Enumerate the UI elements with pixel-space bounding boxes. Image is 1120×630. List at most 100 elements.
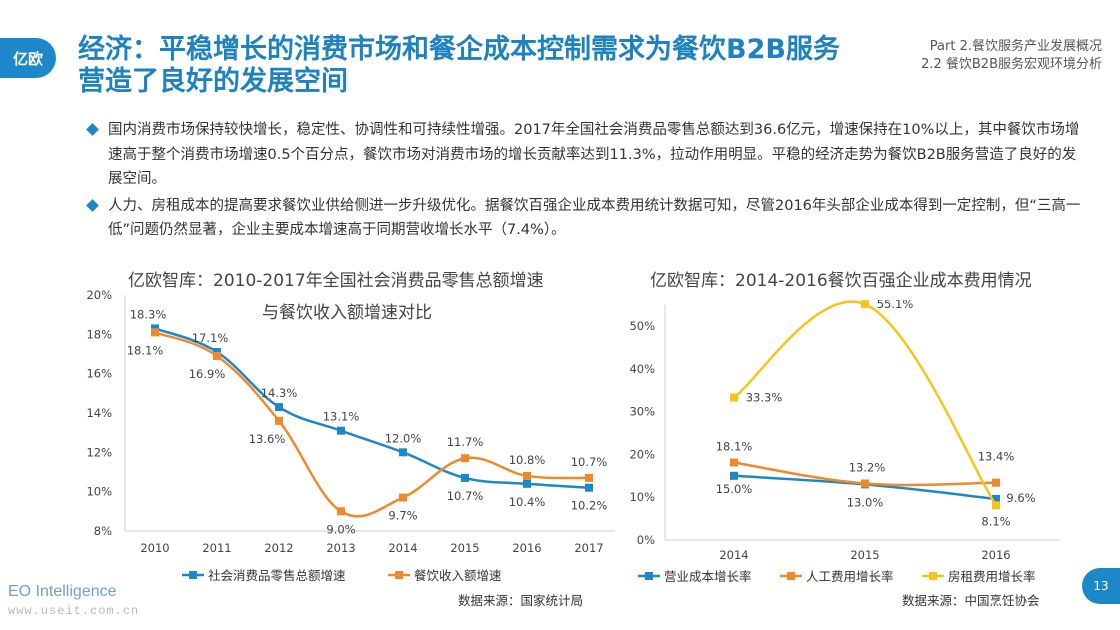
chart1-x-tick-label: 2013	[326, 541, 355, 555]
chart2-x-tick-label: 2016	[981, 548, 1010, 562]
chart1-y-tick-label: 8%	[94, 524, 112, 538]
chart2-legend-label: 房租费用增长率	[948, 569, 1036, 584]
chart2-data-point	[730, 458, 738, 467]
footer-brand: EO Intelligence	[8, 583, 117, 600]
chart1-y-tick-label: 16%	[86, 367, 112, 381]
chart2-data-point	[992, 501, 1000, 510]
chart2-legend-label: 人工费用增长率	[806, 569, 894, 584]
chart1-data-label: 13.6%	[249, 432, 286, 446]
chart1-legend-label: 餐饮收入额增速	[414, 568, 502, 583]
chart2-y-tick-label: 30%	[629, 405, 655, 419]
chart1-data-label: 12.0%	[385, 431, 422, 445]
chart1-data-point	[399, 493, 407, 502]
chart1-data-point	[337, 507, 345, 516]
chart1-data-point	[275, 403, 283, 412]
bullet-item: 人力、房租成本的提高要求餐饮业供给侧进一步升级优化。据餐饮百强企业成本费用统计数…	[86, 194, 1088, 243]
chart1-x-tick-label: 2011	[202, 541, 231, 555]
chart1-legend-label: 社会消费品零售总额增速	[208, 568, 346, 583]
diamond-bullet-icon	[86, 123, 99, 136]
chart1-data-label: 13.1%	[323, 410, 360, 424]
chart1-x-tick-label: 2014	[388, 541, 417, 555]
chart2-y-tick-label: 10%	[629, 490, 655, 504]
chart2-data-point	[861, 300, 869, 309]
chart2-data-label: 55.1%	[877, 300, 914, 311]
chart2-data-point	[730, 471, 738, 480]
page-number: 13	[1082, 568, 1120, 604]
chart2-data-point	[992, 478, 1000, 487]
chart2-x-tick-label: 2015	[850, 548, 879, 562]
chart2-y-tick-label: 50%	[629, 319, 655, 333]
chart2-svg: 0% 10% 20% 30% 40% 50% 2014 2015 2016 15.0% 13.0% 9…	[629, 300, 1060, 584]
chart1-y-tick-label: 14%	[86, 406, 112, 420]
bullet-list: 国内消费市场保持较快增长，稳定性、协调性和可持续性增强。2017年全国社会消费品…	[86, 118, 1088, 245]
chart2-data-label: 18.1%	[716, 440, 753, 454]
chart1-data-label: 18.3%	[130, 307, 167, 321]
chart1-y-tick-label: 20%	[86, 288, 112, 302]
chart2-data-label: 33.3%	[746, 390, 783, 404]
chart2-title: 亿欧智库：2014-2016餐饮百强企业成本费用情况	[650, 271, 1032, 291]
chart1-data-point	[275, 416, 283, 425]
chart2-data-point	[861, 479, 869, 488]
bullet-text: 人力、房租成本的提高要求餐饮业供给侧进一步升级优化。据餐饮百强企业成本费用统计数…	[108, 197, 1081, 239]
chart1-data-label: 9.0%	[326, 522, 355, 536]
chart1-data-label: 10.7%	[447, 489, 484, 503]
chart2-data-point	[730, 393, 738, 402]
chart2-data-label: 13.4%	[978, 450, 1015, 464]
chart1-x-tick-label: 2012	[264, 541, 293, 555]
chart1-data-label: 14.3%	[261, 386, 298, 400]
bullet-item: 国内消费市场保持较快增长，稳定性、协调性和可持续性增强。2017年全国社会消费品…	[86, 118, 1088, 192]
chart2-data-label: 13.0%	[847, 495, 884, 509]
chart2-x-tick-label: 2014	[719, 548, 748, 562]
chart1-data-label: 11.7%	[447, 435, 484, 449]
chart1-source: 数据来源：国家统计局	[458, 593, 584, 608]
chart1-x-tick-label: 2010	[140, 541, 169, 555]
chart1-x-tick-label: 2016	[512, 541, 541, 555]
chart1-title-line1: 亿欧智库：2010-2017年全国社会消费品零售总额增速	[128, 271, 544, 291]
chart2-data-label: 15.0%	[716, 482, 753, 496]
chart1-legend-marker	[189, 571, 197, 579]
chart1-x-tick-label: 2015	[450, 541, 479, 555]
chart1-y-tick-label: 18%	[86, 327, 112, 341]
bullet-text: 国内消费市场保持较快增长，稳定性、协调性和可持续性增强。2017年全国社会消费品…	[108, 122, 1080, 187]
chart1-legend-marker	[395, 571, 403, 579]
chart2-legend-label: 营业成本增长率	[664, 569, 752, 584]
logo-text: 亿欧	[12, 49, 43, 68]
chart1-data-point	[585, 473, 593, 482]
chart1-data-point	[151, 328, 159, 337]
chart1-y-tick-label: 12%	[86, 445, 112, 459]
logo: 亿欧	[0, 38, 56, 78]
chart2-y-tick-label: 20%	[629, 447, 655, 461]
chart1-data-point	[461, 454, 469, 463]
chart1-data-label: 18.1%	[127, 343, 164, 357]
subsection-label: 2.2 餐饮B2B服务宏观环境分析	[921, 57, 1102, 72]
chart1-data-point	[213, 351, 221, 360]
chart1-x-tick-label: 2017	[574, 541, 603, 555]
chart1-data-label: 10.2%	[571, 499, 608, 513]
chart2-data-label: 9.6%	[1006, 491, 1035, 505]
chart2-data-label: 13.2%	[849, 461, 886, 475]
part-label: Part 2.餐饮服务产业发展概况	[929, 39, 1102, 54]
chart2-legend-marker	[787, 572, 795, 580]
section-info: Part 2.餐饮服务产业发展概况 2.2 餐饮B2B服务宏观环境分析	[921, 38, 1102, 74]
chart1-data-point	[337, 426, 345, 435]
footer-url: www.useit.com.cn	[8, 604, 140, 618]
chart1-data-point	[585, 483, 593, 492]
chart1-svg: 8% 10% 12% 14% 16% 18% 20% 2010 2011 2012 2013 2014…	[86, 288, 615, 583]
chart1-data-label: 9.7%	[388, 509, 417, 523]
chart2-legend-marker	[929, 572, 937, 580]
chart2-source: 数据来源：中国烹饪协会	[902, 593, 1040, 608]
chart2-legend-marker	[645, 572, 653, 580]
chart1-data-label: 17.1%	[192, 331, 229, 345]
chart1-data-label: 10.8%	[509, 453, 546, 467]
chart1-series-line	[154, 327, 590, 489]
chart1-title-line2: 与餐饮收入额增速对比	[262, 303, 432, 323]
chart1-data-point	[461, 473, 469, 482]
chart2-y-tick-label: 40%	[629, 362, 655, 376]
chart1-data-point	[399, 448, 407, 457]
chart1-data-label: 16.9%	[189, 367, 226, 381]
chart2-data-label: 8.1%	[981, 514, 1010, 528]
chart1-data-label: 10.7%	[571, 455, 608, 469]
chart1-series-line	[154, 331, 590, 518]
chart1-data-point	[523, 471, 531, 480]
chart2-data-point	[992, 494, 1000, 503]
